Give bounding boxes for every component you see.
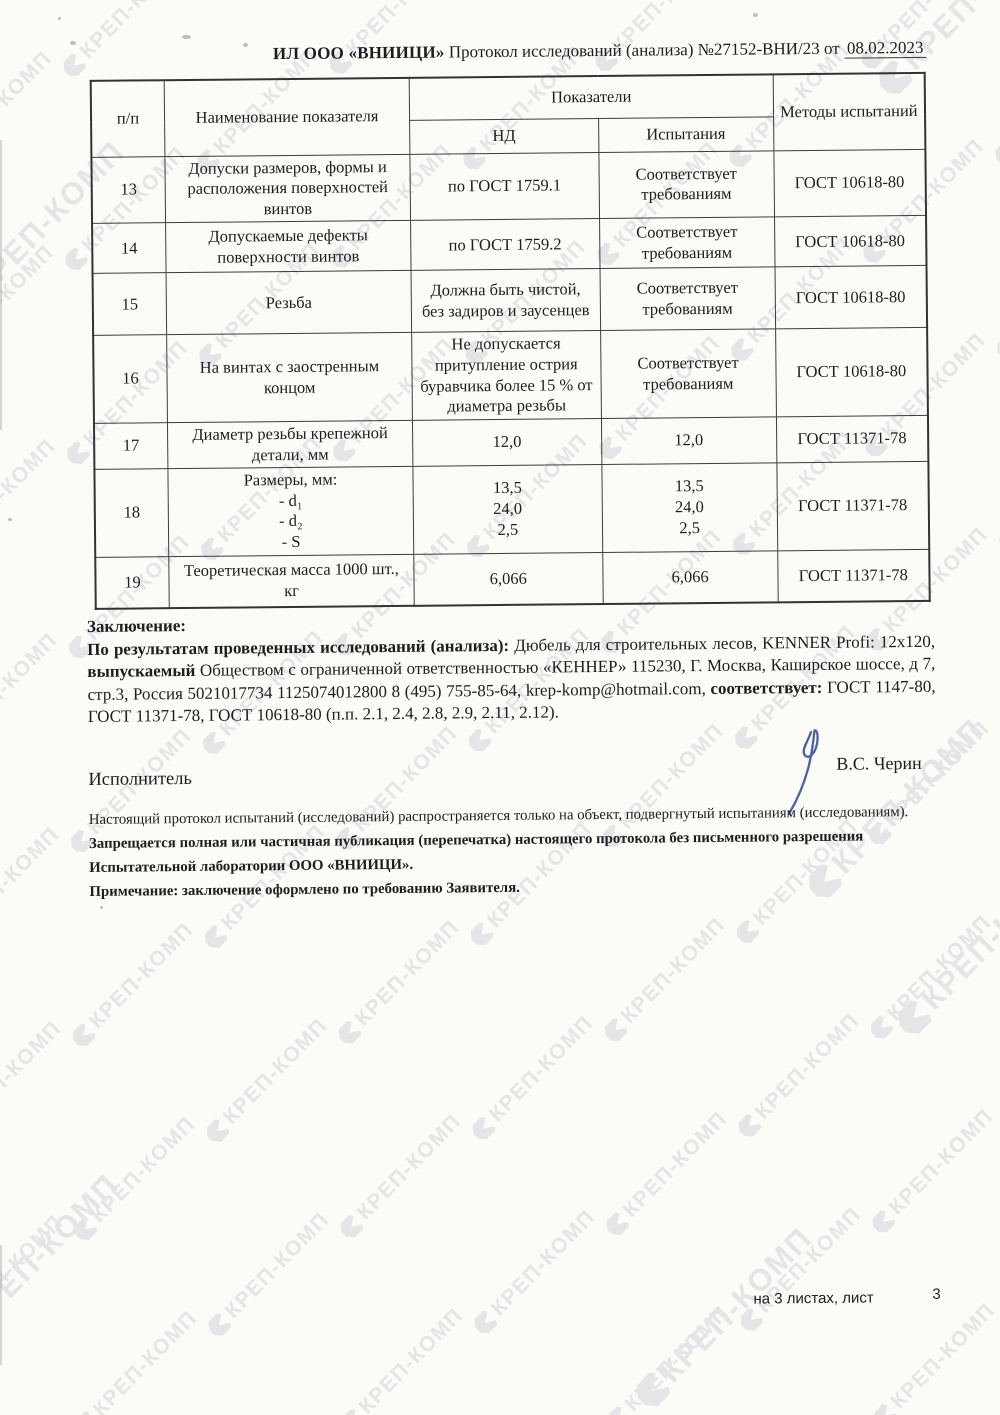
row-method: ГОСТ 10618-80 [774,215,927,268]
col-header-nd: НД [409,118,599,154]
conclusion-paragraph: По результатам проведенных исследований … [87,631,936,726]
row-method: ГОСТ 10618-80 [775,327,928,417]
footnote-line: Запрещается полная или частичная публика… [88,828,864,877]
row-name: Теоретическая масса 1000 шт., кг [168,553,415,609]
col-header-name: Наименование показателя [164,77,410,157]
row-name: Допускаемые дефекты поверхности винтов [165,220,412,274]
table-row: 19 Теоретическая масса 1000 шт., кг 6,06… [95,548,930,609]
table-row: 16 На винтах с заостренным концом Не доп… [93,327,928,424]
col-header-num: п/п [90,80,165,157]
row-test: Соответствует требованиям [599,267,776,331]
scan-artifact [100,906,103,909]
row-method: ГОСТ 10618-80 [773,148,927,218]
scan-artifact [243,43,248,47]
row-nd: Должна быть чистой, без задиров и заусен… [411,268,601,333]
protocol-date-prep: от [823,38,840,58]
signature [787,729,819,816]
row-test: 6,066 [602,550,778,605]
row-method: ГОСТ 11371-78 [776,461,930,551]
row-num: 16 [93,335,168,424]
row-nd: по ГОСТ 1759.2 [410,218,600,271]
scan-artifact [58,17,61,20]
conclusion-lead: По результатам проведенных исследований … [87,635,510,659]
row-name: Резьба [165,270,412,336]
scan-edge-line [0,140,2,430]
table-header-row-1: п/п Наименование показателя Показатели М… [90,72,926,157]
row-num: 19 [95,556,170,609]
row-nd: 6,066 [413,552,603,606]
results-table: п/п Наименование показателя Показатели М… [89,71,931,611]
row-num: 13 [91,156,166,224]
protocol-date: 08.02.2023 [843,37,927,59]
table-row: 15 Резьба Должна быть чистой, без задиро… [92,265,928,336]
row-method: ГОСТ 11371-78 [776,415,929,463]
table-row: 13 Допуски размеров, формы и расположени… [91,148,927,224]
row-name: Диаметр резьбы крепежной детали, мм [167,420,413,469]
row-num: 14 [92,223,166,274]
scan-artifact [8,518,12,521]
conclusion-text-1: Дюбель для строительных лесов, KENNER Pr… [509,631,936,655]
table-row: 14 Допускаемые дефекты поверхности винто… [92,215,927,274]
scan-artifact [753,13,758,17]
executor-label: Исполнитель [88,768,192,790]
conclusion-bold-3: соответствует: [710,677,823,698]
table-row: 18 Размеры, мм: - d₁ - d₂ - S 13,5 24,0 … [94,461,930,558]
row-name: Размеры, мм: - d₁ - d₂ - S [167,466,414,557]
row-test: Соответствует требованиям [598,150,775,219]
col-header-test: Испытания [598,116,774,153]
lab-name: ИЛ ООО «ВНИИЦИ» [272,42,445,64]
scan-artifact [70,41,76,45]
table-row: 17 Диаметр резьбы крепежной детали, мм 1… [93,415,929,470]
scan-artifact [182,35,191,39]
row-num: 15 [92,273,167,336]
row-nd: по ГОСТ 1759.1 [409,152,600,221]
col-header-indicators: Показатели [409,74,774,120]
protocol-title: Протокол исследований (анализа) [448,40,694,62]
row-name: Допуски размеров, формы и расположения п… [164,153,411,224]
document-header-line: ИЛ ООО «ВНИИЦИ» Протокол исследований (а… [88,37,927,66]
row-test: Соответствует требованиям [600,329,777,419]
row-test: 12,0 [601,416,777,465]
footer-page-number: 3 [932,1285,941,1303]
row-nd: Не допускается притупление острия буравч… [411,330,602,421]
row-nd: 12,0 [412,418,602,467]
row-num: 17 [93,422,168,470]
footer-sheet-info: на 3 листах, лист [753,1289,874,1308]
conclusion-section: Заключение: По результатам проведенных и… [87,608,936,729]
footnotes-section: Настоящий протокол испытаний (исследован… [89,800,930,904]
row-method: ГОСТ 11371-78 [777,548,930,603]
executor-name: В.С. Черин [836,752,922,774]
scan-edge-line [0,1245,2,1365]
row-name: На винтах с заостренным концом [166,332,413,423]
protocol-number: №27152-ВНИ/23 [697,38,820,60]
row-test: 13,5 24,0 2,5 [601,462,778,553]
conclusion-bold-2: выпускаемый [87,661,196,682]
row-test: Соответствует требованиям [599,217,775,269]
row-num: 18 [94,468,169,558]
row-method: ГОСТ 10618-80 [774,265,928,330]
col-header-methods: Методы испытаний [772,72,926,151]
row-nd: 13,5 24,0 2,5 [412,464,603,554]
